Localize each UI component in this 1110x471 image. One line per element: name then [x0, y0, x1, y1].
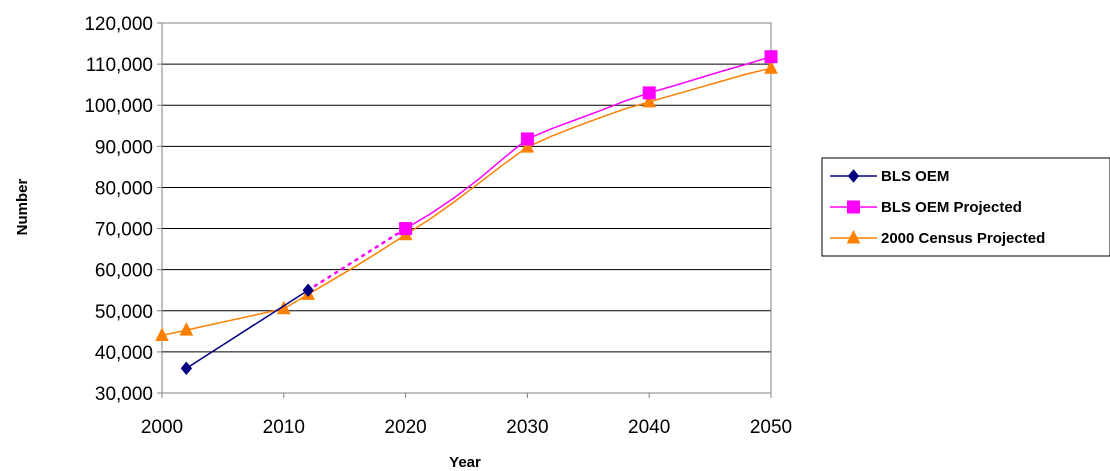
data-point [520, 132, 534, 146]
x-tick-label: 2010 [263, 417, 305, 438]
x-tick-label: 2040 [628, 417, 670, 438]
y-tick-label: 60,000 [95, 261, 153, 282]
y-tick-label: 120,000 [84, 14, 153, 35]
data-point [642, 93, 657, 108]
legend-marker [847, 200, 860, 214]
data-point [642, 86, 656, 100]
y-tick-label: 40,000 [95, 343, 153, 364]
y-axis-tick-labels: 30,000 40,000 50,000 60,000 70,000 80,000 90,0… [84, 14, 162, 405]
y-tick-label: 50,000 [95, 302, 153, 323]
data-point [520, 139, 535, 153]
y-tick-label: 30,000 [95, 384, 153, 405]
legend-label: 2000 Census Projected [881, 230, 1045, 247]
series-2 [155, 60, 778, 341]
x-axis-title: Year [449, 454, 481, 471]
series-line [405, 55, 772, 230]
x-tick-label: 2020 [384, 417, 426, 438]
legend: BLS OEM BLS OEM Projected 2000 Census Proj… [821, 157, 1110, 257]
legend-marker [846, 229, 861, 244]
plot-area-frame [161, 22, 772, 394]
y-tick-label: 70,000 [95, 220, 153, 241]
data-series [155, 50, 778, 376]
gridlines [162, 22, 771, 353]
data-point [764, 60, 778, 74]
data-point [302, 283, 314, 298]
legend-marker [847, 169, 860, 183]
data-point [179, 321, 194, 336]
data-point [399, 222, 413, 236]
y-tick-label: 100,000 [84, 96, 153, 117]
x-axis-tick-labels: 2000 2010 2020 2030 2040 2050 [141, 393, 792, 438]
series-0 [180, 283, 314, 376]
y-tick-label: 80,000 [95, 178, 153, 199]
x-tick-label: 2000 [141, 417, 183, 438]
series-line [185, 289, 309, 369]
data-point [764, 50, 778, 64]
legend-label: BLS OEM Projected [881, 199, 1022, 216]
legend-label: BLS OEM [881, 168, 949, 185]
series-line [161, 67, 772, 337]
data-point [180, 361, 193, 376]
data-point [155, 327, 169, 341]
series-1 [306, 50, 778, 292]
x-tick-label: 2050 [750, 417, 792, 438]
y-tick-label: 90,000 [95, 137, 153, 158]
y-tick-label: 110,000 [86, 55, 153, 76]
series-line-dashed [306, 227, 407, 292]
y-axis-title: Number [14, 179, 31, 236]
x-tick-label: 2030 [506, 417, 548, 438]
